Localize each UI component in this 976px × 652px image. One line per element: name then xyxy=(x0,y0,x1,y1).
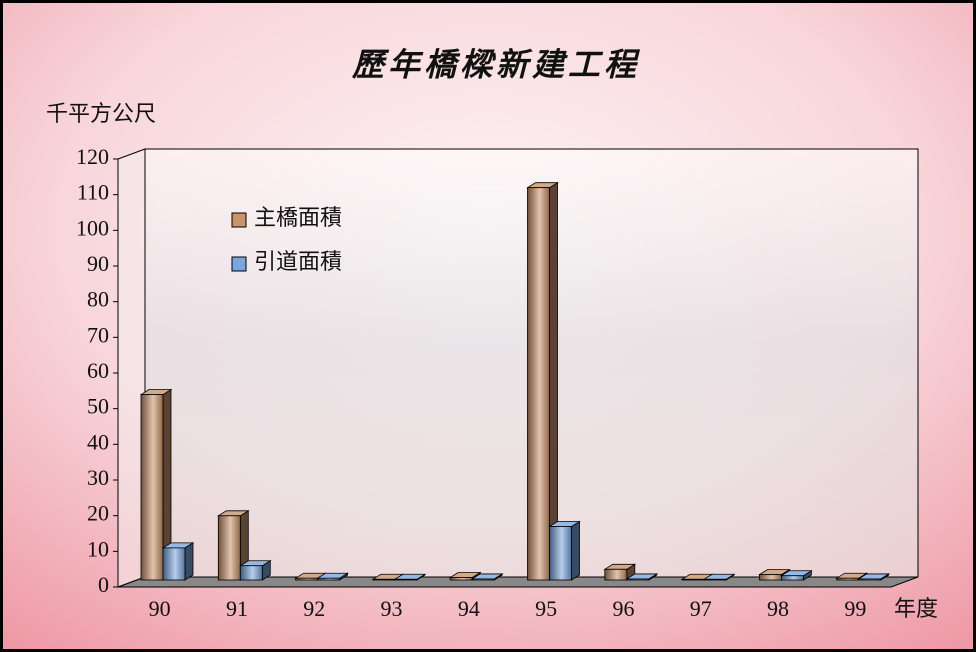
bar xyxy=(471,578,495,581)
bar xyxy=(527,187,550,581)
bar-side xyxy=(549,181,558,581)
bar-side xyxy=(571,520,580,581)
x-tick-label: 92 xyxy=(303,596,325,621)
legend-label: 引道面積 xyxy=(254,249,342,274)
bar xyxy=(140,394,164,581)
y-tick-label: 100 xyxy=(76,215,109,240)
bar xyxy=(626,578,650,581)
bar xyxy=(703,578,727,581)
x-tick-label: 95 xyxy=(535,596,557,621)
bar xyxy=(449,577,473,581)
y-tick-label: 80 xyxy=(87,287,109,312)
bar xyxy=(372,578,396,581)
bar xyxy=(162,547,186,581)
x-tick-label: 99 xyxy=(844,596,866,621)
legend-label: 主橋面積 xyxy=(254,205,342,230)
legend-swatch xyxy=(231,256,247,272)
x-tick-label: 96 xyxy=(612,596,634,621)
y-tick-label: 120 xyxy=(76,144,109,169)
x-tick-label: 94 xyxy=(458,596,480,621)
y-tick-label: 90 xyxy=(87,251,109,276)
y-tick-label: 10 xyxy=(87,536,109,561)
x-tick-label: 97 xyxy=(690,596,712,621)
bar-side xyxy=(184,542,194,581)
bar xyxy=(217,515,241,581)
bar xyxy=(549,526,572,581)
bar xyxy=(681,578,705,581)
y-tick-label: 110 xyxy=(77,180,109,205)
chart-title: 歷年橋樑新建工程 xyxy=(351,46,641,82)
x-axis-label: 年度 xyxy=(894,596,938,621)
x-tick-label: 98 xyxy=(767,596,789,621)
y-tick-label: 60 xyxy=(87,358,109,383)
y-axis-label: 千平方公尺 xyxy=(46,101,156,126)
legend-swatch xyxy=(231,212,247,228)
bar xyxy=(781,575,804,581)
bar xyxy=(239,565,263,581)
bar xyxy=(836,577,860,581)
x-tick-label: 90 xyxy=(149,596,171,621)
y-tick-label: 70 xyxy=(87,322,109,347)
y-tick-label: 0 xyxy=(98,572,109,597)
bar xyxy=(858,578,882,581)
y-tick-label: 30 xyxy=(87,465,109,490)
bar xyxy=(604,568,628,581)
bar xyxy=(317,577,341,581)
x-tick-label: 91 xyxy=(226,596,248,621)
y-tick-label: 20 xyxy=(87,501,109,526)
y-tick-label: 50 xyxy=(87,394,109,419)
y-tick-label: 40 xyxy=(87,429,109,454)
bar xyxy=(759,574,782,581)
x-tick-label: 93 xyxy=(381,596,403,621)
bar xyxy=(295,577,319,581)
bar xyxy=(394,578,418,581)
